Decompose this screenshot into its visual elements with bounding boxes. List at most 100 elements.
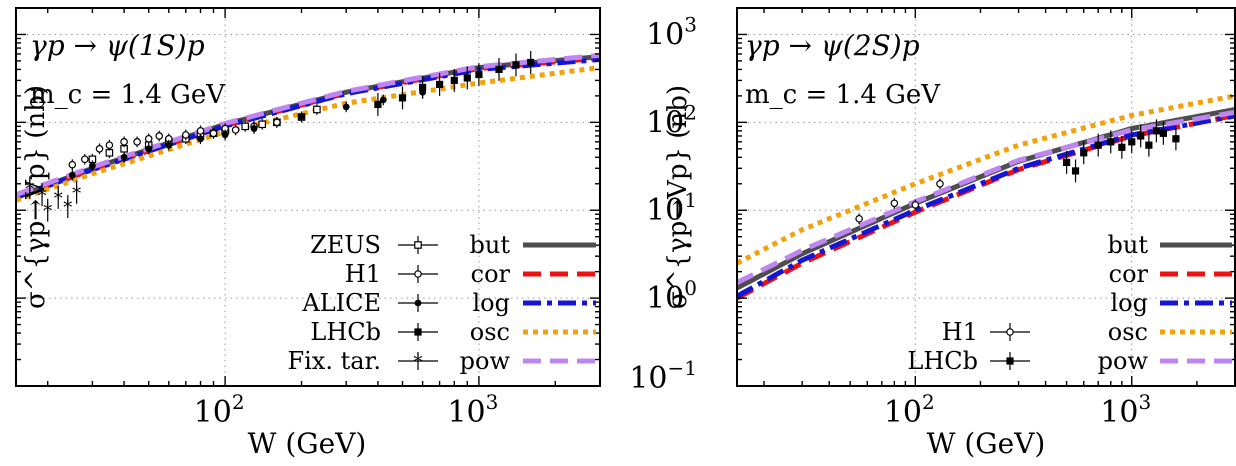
- point-lhcb: [419, 83, 427, 91]
- x-axis-label: W (GeV): [927, 427, 1046, 460]
- x-tick-label: 102: [884, 390, 935, 430]
- panel-annotation: m_c = 1.4 GeV: [745, 80, 941, 110]
- point-fixtar: *: [43, 201, 52, 222]
- point-h1: [68, 160, 77, 169]
- point-h1: [144, 134, 153, 143]
- y-tick-label: 10−1: [629, 356, 697, 396]
- legend-label-pow: pow: [460, 347, 511, 375]
- point-h1: [181, 131, 190, 139]
- legend-marker-lhcb: [1006, 357, 1014, 365]
- point-lhcb: [1107, 138, 1115, 146]
- point-lhcb: [1128, 138, 1136, 146]
- legend-label-h1: H1: [942, 318, 978, 346]
- data-points: [855, 119, 1180, 225]
- point-h1: [196, 127, 205, 135]
- axis-ticks: 102 103 10−1 100 101 102 103: [629, 7, 1236, 430]
- point-alice: [165, 141, 173, 149]
- grid: [16, 8, 600, 386]
- point-h1: [133, 138, 141, 146]
- point-alice: [342, 103, 350, 111]
- legend-label-alice: ALICE: [301, 289, 381, 317]
- point-lhcb: [1118, 143, 1126, 151]
- point-lhcb: [463, 74, 471, 82]
- point-lhcb: [495, 65, 503, 74]
- point-h1: [855, 214, 863, 223]
- legend-marker-lhcb: [414, 328, 422, 336]
- point-h1: [890, 199, 899, 208]
- point-lhcb: [1145, 141, 1153, 149]
- panel-title: γp → ψ(2S)p: [745, 29, 920, 62]
- point-h1: [95, 144, 104, 153]
- y-axis-label: σ^{γp→Vp} (nb): [663, 85, 693, 309]
- legend-marker-alice: [414, 299, 422, 307]
- point-zeus: [313, 105, 321, 114]
- plot-frame: [736, 7, 1236, 387]
- y-tick-label: 101: [646, 188, 697, 228]
- point-alice: [120, 153, 128, 161]
- y-tick-label: 103: [646, 12, 697, 52]
- legend-label-but: but: [1108, 231, 1149, 259]
- legend-label-h1: H1: [345, 260, 381, 288]
- point-lhcb: [398, 94, 407, 102]
- point-h1: [155, 132, 164, 140]
- point-h1: [209, 129, 218, 138]
- point-lhcb: [1172, 135, 1180, 143]
- point-alice: [197, 135, 204, 143]
- point-zeus: [258, 120, 266, 129]
- legend-label-cor: cor: [471, 260, 511, 288]
- point-zeus: [105, 149, 114, 157]
- point-fixtar: *: [25, 179, 34, 200]
- point-alice: [145, 145, 153, 153]
- x-tick-label: 103: [1100, 390, 1151, 430]
- legend-marker-fixtar: *: [414, 352, 423, 373]
- model-curves: [16, 52, 600, 203]
- point-h1: [911, 201, 920, 209]
- point-lhcb: [1062, 158, 1071, 167]
- legend-label-zeus: ZEUS: [310, 231, 381, 259]
- curve-osc: [16, 65, 600, 203]
- legend-label-osc: osc: [470, 318, 510, 346]
- legend-models: but cor log osc pow: [460, 231, 596, 375]
- y-tick-label: 100: [646, 276, 697, 316]
- legend-label-log: log: [473, 289, 511, 317]
- curve-pow: [16, 52, 600, 198]
- point-lhcb: [512, 61, 520, 69]
- point-alice: [298, 113, 305, 121]
- legend-label-lhcb: LHCb: [907, 347, 978, 375]
- legend-label-lhcb: LHCb: [310, 318, 381, 346]
- panel-title: γp → ψ(1S)p: [30, 29, 205, 62]
- point-lhcb: [527, 58, 535, 67]
- point-alice: [250, 125, 258, 132]
- point-lhcb: [1159, 129, 1167, 137]
- grid: [737, 8, 1235, 386]
- point-alice: [68, 171, 76, 179]
- point-lhcb: [1137, 132, 1145, 140]
- legend-label-osc: osc: [1108, 318, 1148, 346]
- point-h1: [936, 179, 944, 188]
- legend-data-markers: [990, 323, 1030, 370]
- legend-model-lines: [523, 242, 596, 364]
- point-alice: [379, 96, 387, 104]
- chart-panel-psi2s: 102 103 10−1 100 101 102 103 γp → ψ(2S)p m_c =…: [629, 7, 1236, 460]
- legend-model-lines: [1160, 242, 1232, 364]
- legend-marker-h1: [1006, 328, 1014, 336]
- point-h1: [120, 138, 128, 146]
- curve-cor: [737, 112, 1235, 301]
- point-lhcb: [475, 70, 483, 79]
- legend-models: but cor log osc pow: [1098, 231, 1232, 375]
- point-lhcb: [1094, 141, 1102, 149]
- plot-frame: [15, 7, 601, 387]
- panel-annotation: m_c = 1.4 GeV: [30, 80, 226, 110]
- point-fixtar: *: [63, 198, 72, 219]
- point-fixtar: *: [72, 183, 81, 204]
- legend-marker-h1: [414, 270, 422, 278]
- x-tick-label: 102: [194, 390, 245, 430]
- x-axis-label: W (GeV): [248, 427, 367, 460]
- point-lhcb: [1071, 167, 1080, 175]
- legend-data-markers: *: [398, 236, 438, 373]
- curve-log: [737, 113, 1235, 299]
- point-alice: [89, 162, 96, 170]
- point-alice: [221, 131, 229, 139]
- point-lhcb: [374, 100, 382, 109]
